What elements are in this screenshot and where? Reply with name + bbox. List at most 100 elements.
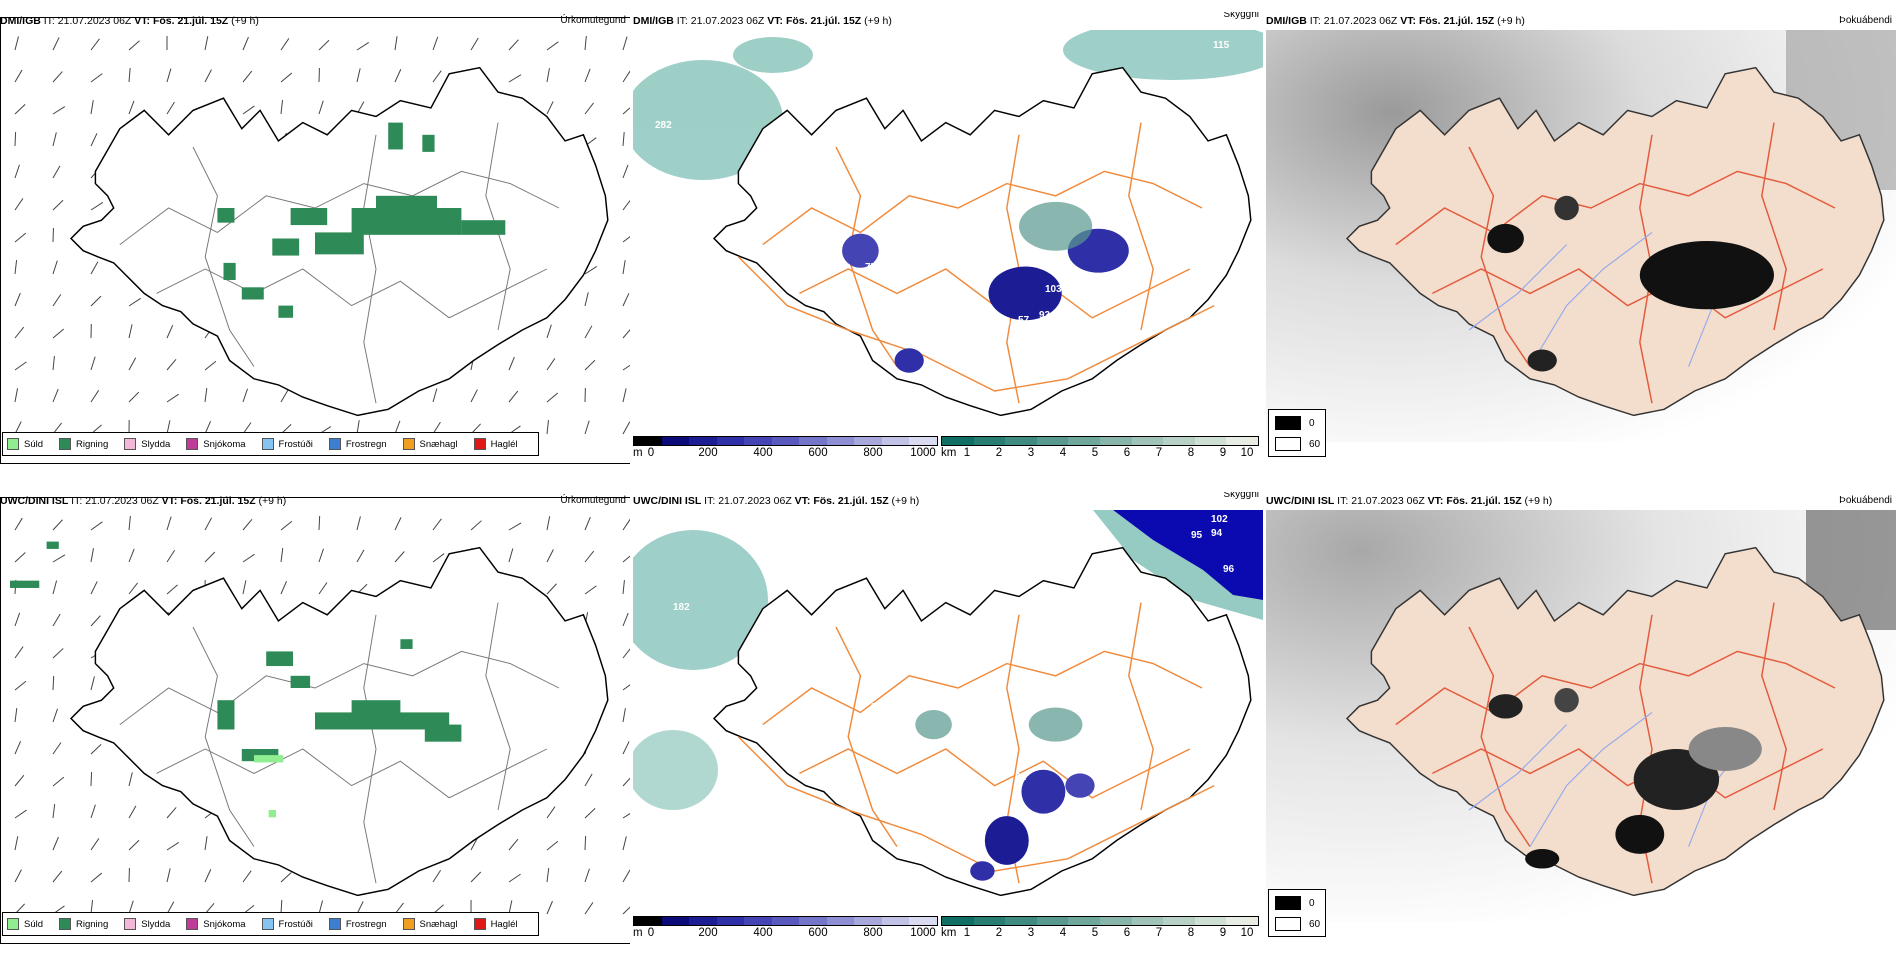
wind-barb — [357, 68, 360, 82]
legend-swatch — [329, 438, 341, 450]
wind-barb — [395, 36, 397, 50]
wind-barb — [547, 101, 553, 114]
wind-barb — [15, 260, 17, 274]
wind-barb — [129, 358, 136, 370]
wind-barb — [585, 517, 590, 530]
visibility-value: 115 — [1213, 40, 1230, 51]
model-name: DMI/IGB — [633, 15, 674, 27]
wind-barb — [15, 775, 24, 786]
wind-barb — [281, 73, 292, 82]
wind-barb — [547, 358, 555, 370]
wind-barb — [585, 36, 586, 50]
it-label: IT: — [44, 15, 55, 27]
visibility-value: 103 — [1045, 284, 1062, 295]
legend-item: Haglél — [474, 918, 518, 930]
it-value: 21.07.2023 06Z — [58, 15, 132, 27]
wind-barb — [433, 519, 441, 530]
legend-label: Rigning — [76, 439, 108, 450]
visibility-value: ?? — [1053, 34, 1065, 45]
colorbar-tick: 1000 — [910, 927, 936, 939]
wind-barb — [15, 836, 18, 850]
variable-name: Skyggni — [1223, 492, 1259, 504]
wind-barb — [53, 777, 64, 786]
wind-barb — [281, 548, 283, 562]
legend-item: Frostúði — [262, 438, 313, 450]
visibility-value: 58 — [998, 760, 1010, 771]
wind-barb — [167, 550, 175, 562]
vt-value: Fös. 21.júl. 15Z — [153, 15, 228, 27]
visibility-m-colorbar: m 0 200 400 600 800 1000 — [633, 916, 938, 944]
colorbar-ticks: m 0 200 400 600 800 1000 — [633, 927, 938, 943]
wind-barb — [585, 421, 589, 434]
legend-label: Frostregn — [346, 439, 387, 450]
precip-map — [0, 30, 630, 442]
colorbar-ticks: km 1 2 3 4 5 6 7 8 9 10 — [941, 927, 1259, 943]
wind-barb — [623, 836, 626, 850]
legend-swatch — [474, 918, 486, 930]
wind-barb — [15, 613, 20, 626]
vt-label: VT: — [767, 15, 783, 27]
wind-barb — [53, 37, 59, 50]
wind-barb — [623, 553, 630, 562]
wind-barb — [319, 101, 323, 114]
wind-barb — [15, 553, 25, 562]
wind-barb — [243, 554, 255, 562]
wind-barb — [623, 647, 630, 658]
it-value: 21.07.2023 06Z — [1351, 495, 1425, 507]
legend-item: 60 — [1275, 917, 1320, 931]
panel-uwc-precip: UWC/DINI ISL IT: 21.07.2023 06Z VT: Fös.… — [0, 492, 630, 957]
colorbar-tick: 600 — [808, 447, 827, 459]
wind-barb — [281, 390, 288, 402]
variable-name: Þokuábendi — [1839, 492, 1892, 510]
colorbar-tick: 5 — [1092, 927, 1098, 939]
wind-barb — [243, 71, 252, 82]
wind-barb — [623, 708, 625, 722]
wind-barb — [623, 165, 628, 178]
wind-barb — [509, 523, 521, 530]
wind-barb — [205, 388, 207, 402]
wind-barb — [91, 805, 95, 818]
colorbar-ticks: m 0 200 400 600 800 1000 — [633, 447, 938, 463]
legend-label: 0 — [1309, 898, 1315, 909]
wind-barb — [585, 774, 592, 786]
colorbar-tick: 4 — [1060, 447, 1066, 459]
visibility-map: 102 95 94 96 182 88 53 55 117 58 61 43 5… — [633, 510, 1263, 922]
vt-label: VT: — [1428, 495, 1444, 507]
legend-swatch — [1275, 437, 1301, 451]
wind-barb — [281, 38, 289, 50]
panel-header: DMI/IGB IT: 21.07.2023 06Z VT: Fös. 21.j… — [1266, 12, 1896, 30]
wind-barb — [585, 808, 595, 818]
legend-item: Slydda — [124, 918, 170, 930]
wind-barb — [91, 548, 94, 562]
wind-barb — [623, 422, 630, 434]
model-name: DMI/IGB — [0, 15, 41, 27]
wind-barb — [15, 293, 20, 306]
vt-label: VT: — [795, 495, 811, 507]
wind-barb — [15, 327, 24, 338]
wind-barb — [205, 552, 215, 562]
variable-name: Úrkomutegund — [560, 492, 626, 510]
wind-barb — [15, 647, 23, 658]
wind-barb — [623, 70, 630, 82]
wind-barb — [129, 101, 134, 114]
wind-barb — [547, 420, 548, 434]
wind-barb — [15, 132, 16, 146]
wind-barb — [433, 870, 441, 882]
wind-barb — [623, 260, 625, 274]
wind-barb — [129, 840, 139, 850]
legend-item: 0 — [1275, 896, 1315, 910]
colorbar-tick: 0 — [648, 927, 654, 939]
wind-barb — [509, 839, 518, 850]
wind-barb — [53, 743, 61, 754]
wind-barb — [129, 324, 132, 338]
colorbar-tick: 400 — [753, 927, 772, 939]
wind-barb — [91, 202, 103, 210]
it-value: 21.07.2023 06Z — [85, 495, 159, 507]
legend-label: Frostúði — [279, 439, 313, 450]
legend-label: 60 — [1309, 439, 1320, 450]
colorbar-ticks: km 1 2 3 4 5 6 7 8 9 10 — [941, 447, 1259, 463]
wind-barb — [15, 233, 26, 242]
lead-offset: (+9 h) — [1497, 15, 1525, 27]
wind-barb — [53, 837, 58, 850]
wind-barb — [395, 69, 401, 82]
